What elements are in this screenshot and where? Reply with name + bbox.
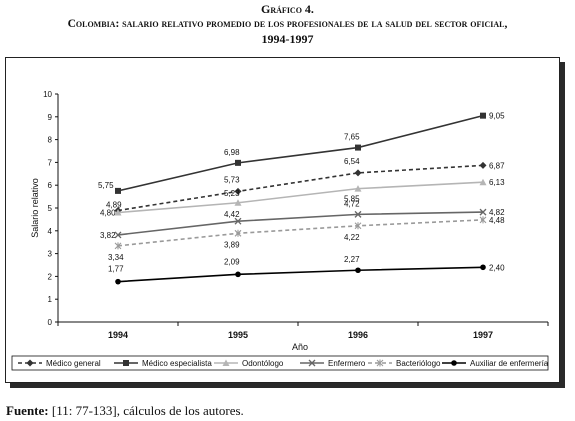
- data-label: 9,05: [489, 112, 505, 121]
- y-tick-label: 4: [48, 227, 53, 236]
- data-point: [115, 187, 121, 194]
- data-point: [235, 159, 241, 166]
- data-point: [480, 112, 486, 119]
- data-point: [114, 242, 122, 250]
- y-tick-label: 7: [48, 158, 53, 167]
- data-label: 4,22: [344, 233, 360, 242]
- y-tick-label: 10: [43, 90, 52, 99]
- legend-marker: [123, 360, 129, 366]
- series-line: [117, 211, 484, 236]
- chart-title: Gráfico 4. Colombia: salario relativo pr…: [0, 2, 575, 47]
- series-line: [117, 164, 484, 212]
- title-line-3: 1994-1997: [261, 32, 314, 46]
- series-line: [117, 181, 484, 214]
- data-label: 2,40: [489, 263, 505, 272]
- data-label: 3,89: [224, 240, 240, 249]
- y-tick-label: 1: [48, 295, 53, 304]
- data-label: 4,89: [106, 201, 122, 210]
- title-line-1: Gráfico 4.: [261, 2, 314, 16]
- data-label: 5,85: [344, 195, 360, 204]
- data-point: [354, 169, 362, 177]
- y-tick-label: 5: [48, 204, 53, 213]
- data-point: [114, 209, 122, 216]
- source-label: Fuente:: [6, 403, 49, 418]
- legend-marker: [376, 359, 384, 367]
- data-label: 6,13: [489, 178, 505, 187]
- legend-item: Médico general: [46, 359, 101, 368]
- title-line-2: Colombia: salario relativo promedio de l…: [67, 18, 508, 30]
- data-point: [234, 187, 242, 195]
- series-line: [117, 219, 484, 247]
- data-label: 6,54: [344, 157, 360, 166]
- data-label: 4,48: [489, 216, 505, 225]
- data-point: [480, 264, 486, 271]
- legend-item: Odontólogo: [242, 359, 284, 368]
- data-label: 6,98: [224, 148, 240, 157]
- x-tick-label: 1996: [348, 330, 368, 340]
- data-point: [114, 231, 122, 239]
- data-label: 4,42: [224, 210, 240, 219]
- data-point: [479, 161, 487, 169]
- series-line: [117, 266, 484, 283]
- data-point: [234, 217, 242, 225]
- data-point: [354, 222, 362, 230]
- legend-item: Auxiliar de enfermería: [470, 359, 549, 368]
- data-label: 5,75: [98, 181, 114, 190]
- data-point: [479, 216, 487, 224]
- data-label: 4,72: [344, 199, 360, 208]
- y-tick-label: 9: [48, 113, 53, 122]
- data-point: [479, 178, 487, 186]
- data-label: 3,82: [100, 231, 116, 240]
- source-text: [11: 77-133], cálculos de los autores.: [48, 403, 244, 418]
- data-label: 5,73: [224, 175, 240, 184]
- x-axis-label: Año: [292, 342, 308, 352]
- data-point: [355, 144, 361, 151]
- data-point: [479, 208, 487, 216]
- data-point: [235, 271, 241, 278]
- y-tick-label: 0: [48, 318, 53, 327]
- data-point: [115, 278, 121, 285]
- y-tick-label: 3: [48, 250, 53, 259]
- legend-item: Médico especialista: [142, 359, 212, 368]
- legend-box: [11, 355, 549, 371]
- data-label: 4,80: [100, 209, 116, 218]
- x-tick-label: 1994: [108, 330, 128, 340]
- data-point: [234, 229, 242, 237]
- data-label: 3,34: [108, 253, 124, 262]
- data-label: 7,65: [344, 133, 360, 142]
- data-point: [234, 199, 242, 206]
- data-point: [354, 210, 362, 218]
- y-tick-label: 6: [48, 181, 53, 190]
- data-label: 2,09: [224, 257, 240, 266]
- legend-marker: [26, 359, 34, 367]
- data-point: [354, 185, 362, 192]
- data-label: 5,23: [224, 189, 240, 198]
- y-axis-label: Salario relativo: [30, 178, 40, 238]
- y-tick-label: 8: [48, 136, 53, 145]
- data-label: 2,27: [344, 255, 360, 264]
- x-tick-label: 1995: [228, 330, 248, 340]
- y-tick-label: 2: [48, 272, 53, 281]
- legend-item: Enfermero: [328, 359, 366, 368]
- series-line: [117, 114, 484, 192]
- data-label: 1,77: [108, 265, 124, 274]
- data-point: [355, 267, 361, 274]
- x-tick-label: 1997: [473, 330, 493, 340]
- legend-marker: [451, 360, 457, 366]
- legend-marker: [308, 359, 316, 367]
- data-label: 6,87: [489, 161, 505, 170]
- data-label: 4,82: [489, 208, 505, 217]
- legend-marker: [222, 359, 230, 366]
- source-note: Fuente: [11: 77-133], cálculos de los au…: [6, 403, 244, 419]
- legend-item: Bacteriólogo: [396, 359, 441, 368]
